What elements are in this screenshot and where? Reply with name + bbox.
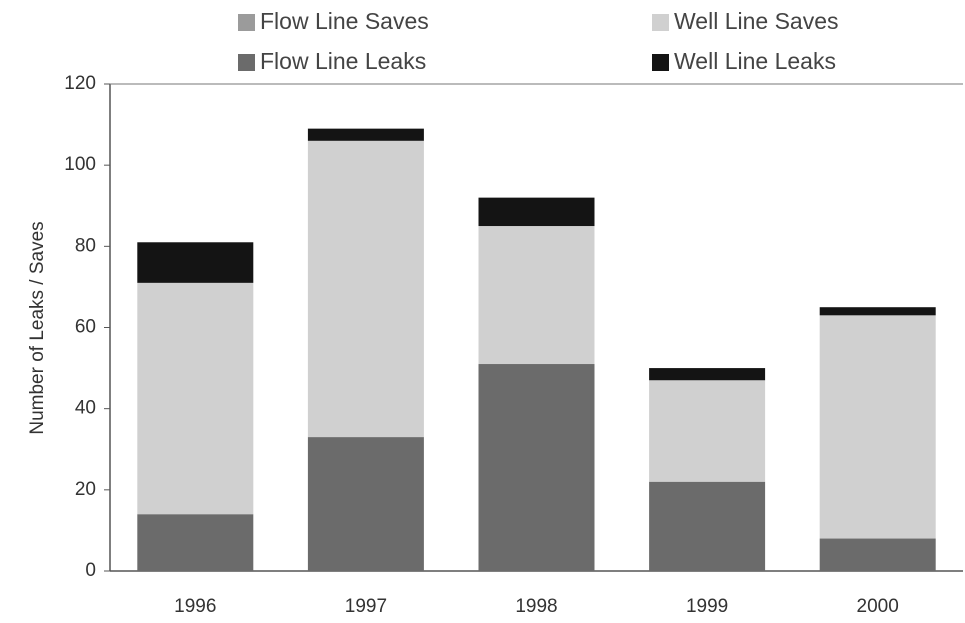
bar-segment: [649, 368, 766, 381]
bar-segment: [137, 242, 254, 283]
bar-segment: [649, 380, 766, 482]
bar-segment: [307, 128, 424, 141]
legend-label: Well Line Saves: [674, 8, 839, 34]
bar-segment: [819, 307, 936, 316]
y-tick-label: 120: [64, 73, 96, 94]
bar-segment: [307, 437, 424, 571]
x-tick-label: 2000: [857, 596, 899, 617]
legend-label: Flow Line Saves: [260, 8, 429, 34]
y-tick-label: 40: [75, 398, 96, 419]
bar-segment: [478, 197, 595, 227]
legend-label: Flow Line Leaks: [260, 48, 426, 74]
bar-segment: [819, 538, 936, 571]
y-axis-label: Number of Leaks / Saves: [27, 221, 48, 434]
bar-segment: [478, 226, 595, 365]
legend-label: Well Line Leaks: [674, 48, 836, 74]
bar-segment: [137, 514, 254, 571]
legend-swatch: [238, 54, 255, 71]
x-tick-label: 1997: [345, 596, 387, 617]
bar-segment: [137, 282, 254, 515]
y-tick-label: 80: [75, 235, 96, 256]
bar-segment: [819, 315, 936, 539]
x-tick-label: 1998: [515, 596, 557, 617]
legend-swatch: [238, 14, 255, 31]
x-tick-label: 1996: [174, 596, 216, 617]
y-tick-label: 100: [64, 154, 96, 175]
bar-segment: [649, 481, 766, 571]
y-tick-label: 0: [85, 560, 96, 581]
bar-segment: [478, 364, 595, 571]
y-tick-label: 20: [75, 479, 96, 500]
legend-swatch: [652, 54, 669, 71]
y-tick-label: 60: [75, 317, 96, 338]
legend-swatch: [652, 14, 669, 31]
x-tick-label: 1999: [686, 596, 728, 617]
bar-segment: [307, 140, 424, 438]
